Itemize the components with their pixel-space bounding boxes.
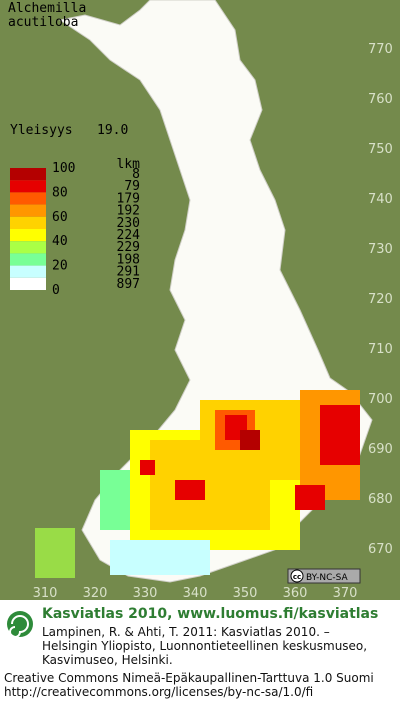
frequency-label: Yleisyys — [10, 123, 73, 138]
legend-swatch — [10, 253, 46, 266]
easting-label: 350 — [233, 586, 258, 601]
northing-label: 680 — [368, 492, 393, 507]
legend-swatch — [10, 241, 46, 254]
northing-label: 710 — [368, 342, 393, 357]
legend-count: 179 — [117, 191, 140, 206]
citation: Helsingin Yliopisto, Luonnontieteellinen… — [42, 639, 367, 653]
license-text: Creative Commons Nimeä-Epäkaupallinen-Ta… — [4, 671, 374, 685]
logo — [7, 611, 33, 638]
northing-label: 670 — [368, 542, 393, 557]
footer-title: Kasviatlas 2010, www.luomus.fi/kasviatla… — [42, 606, 378, 622]
legend-swatch — [10, 216, 46, 229]
legend-swatch — [10, 180, 46, 193]
grid-labels: 770 760 750 740 730 720 710 700 690 680 670 310 320 3… — [33, 42, 393, 601]
legend-swatch — [10, 192, 46, 205]
footer-background — [0, 600, 400, 702]
legend-count: 229 — [117, 240, 140, 255]
legend-count: 230 — [117, 216, 140, 231]
northing-label: 720 — [368, 292, 393, 307]
northing-label: 700 — [368, 392, 393, 407]
northing-label: 690 — [368, 442, 393, 457]
svg-text:cc: cc — [293, 573, 301, 581]
legend-count: 291 — [117, 265, 140, 280]
northing-label: 740 — [368, 192, 393, 207]
license-badge-text: BY-NC-SA — [306, 573, 349, 583]
legend-swatch — [10, 265, 46, 278]
occurrence-patches — [35, 390, 360, 578]
northing-label: 750 — [368, 142, 393, 157]
northing-label: 760 — [368, 92, 393, 107]
easting-label: 320 — [83, 586, 108, 601]
legend-count: 79 — [124, 179, 140, 194]
frequency-value: 19.0 — [97, 123, 128, 138]
easting-label: 310 — [33, 586, 58, 601]
legend-swatch — [10, 229, 46, 242]
license-badge: cc BY-NC-SA — [287, 568, 361, 584]
legend-percent: 100 — [52, 161, 75, 176]
northing-label: 730 — [368, 242, 393, 257]
easting-label: 340 — [183, 586, 208, 601]
legend-percent: 0 — [52, 283, 60, 298]
legend-count: 897 — [117, 277, 140, 292]
legend-count: 198 — [117, 252, 140, 267]
count-header: lkm — [117, 157, 141, 172]
legend-percent: 40 — [52, 234, 68, 249]
easting-label: 370 — [333, 586, 358, 601]
citation: Kasvimuseo, Helsinki. — [42, 653, 173, 667]
legend-percent: 20 — [52, 259, 68, 274]
legend-swatch — [10, 204, 46, 217]
legend-count: 224 — [117, 228, 141, 243]
easting-label: 330 — [133, 586, 158, 601]
legend-swatch — [10, 168, 46, 181]
species-name: Alchemilla — [8, 1, 86, 16]
easting-label: 360 — [283, 586, 308, 601]
legend-swatch — [10, 277, 46, 290]
legend-percent: 80 — [52, 185, 68, 200]
species-name: acutiloba — [8, 15, 78, 30]
northing-label: 770 — [368, 42, 393, 57]
legend-count: 8 — [132, 167, 140, 182]
legend-percent: 60 — [52, 210, 68, 225]
legend-count: 192 — [117, 204, 140, 219]
license-url: http://creativecommons.org/licenses/by-n… — [4, 685, 313, 699]
citation: Lampinen, R. & Ahti, T. 2011: Kasviatlas… — [42, 625, 330, 639]
